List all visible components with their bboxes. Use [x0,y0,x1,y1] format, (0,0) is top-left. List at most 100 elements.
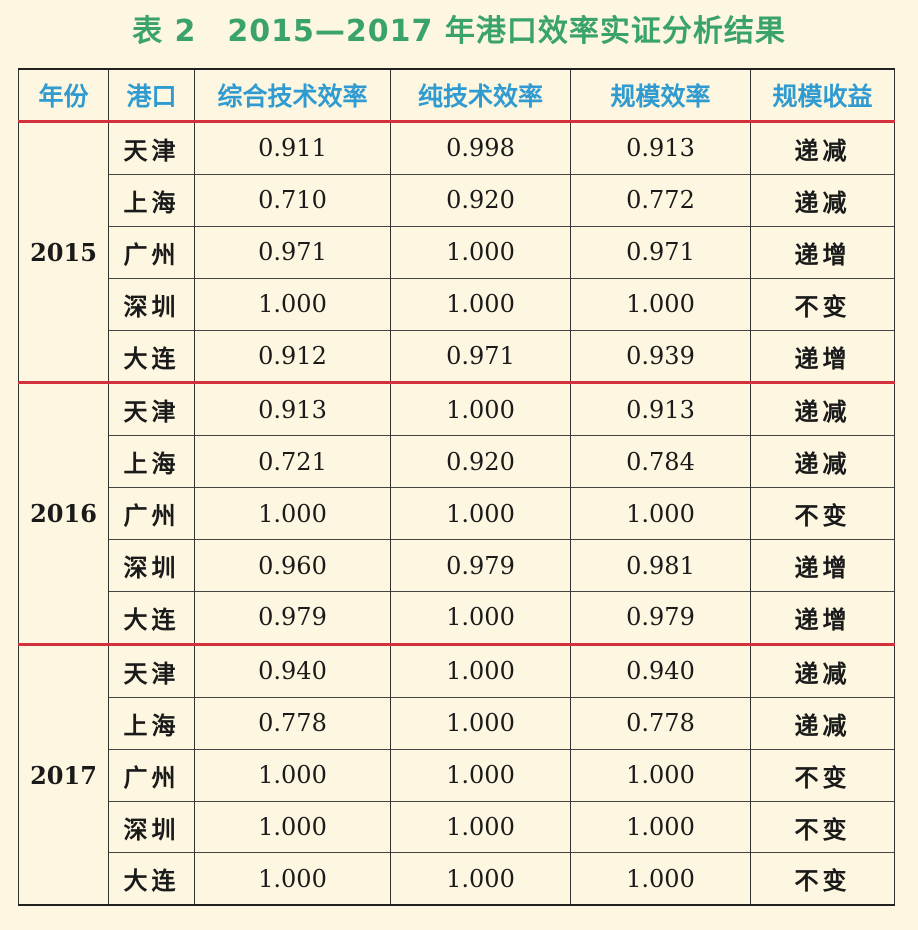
pure-technical-efficiency-cell: 0.998 [390,121,571,175]
technical-efficiency-cell: 0.913 [194,381,391,436]
port-cell: 上海 [108,173,195,227]
returns-to-scale-cell: 递减 [750,696,895,750]
header-port: 港口 [108,68,195,123]
efficiency-table: 年份 港口 综合技术效率 纯技术效率 规模效率 规模收益 2015 天津 0.911… [18,68,895,907]
port-cell: 上海 [108,696,195,750]
technical-efficiency-cell: 0.912 [194,329,391,383]
returns-to-scale-cell: 递减 [750,642,895,698]
returns-to-scale-cell: 递增 [750,539,895,592]
returns-to-scale-cell: 递减 [750,173,895,227]
port-cell: 天津 [108,381,195,436]
technical-efficiency-cell: 1.000 [194,800,391,853]
returns-to-scale-cell: 不变 [750,748,895,802]
pure-technical-efficiency-cell: 0.920 [390,435,571,488]
returns-to-scale-cell: 递减 [750,381,895,436]
technical-efficiency-cell: 0.960 [194,539,391,592]
table-row: 大连 0.979 1.000 0.979 递增 [19,591,895,645]
year-cell: 2015 [18,121,109,383]
table-body: 2015 天津 0.911 0.998 0.913 递减 上海 0.710 0.920 0.772… [18,121,895,906]
port-cell: 深圳 [108,277,195,331]
table-row: 2017 天津 0.940 1.000 0.940 递减 [18,642,895,906]
port-cell: 广州 [108,225,195,279]
table-title: 表 2 2015—2017 年港口效率实证分析结果 [132,14,786,49]
scale-efficiency-cell: 0.940 [570,642,751,698]
port-cell: 深圳 [108,539,195,592]
returns-to-scale-cell: 递增 [750,329,895,383]
header-pure-technical-efficiency: 纯技术效率 [390,68,571,123]
technical-efficiency-cell: 0.710 [194,173,391,227]
year-cell: 2016 [18,381,109,645]
technical-efficiency-cell: 0.940 [194,642,391,698]
pure-technical-efficiency-cell: 1.000 [390,748,571,802]
returns-to-scale-cell: 递减 [750,121,895,175]
pure-technical-efficiency-cell: 1.000 [390,696,571,750]
port-cell: 大连 [108,852,195,906]
year-cell: 2017 [18,642,109,906]
pure-technical-efficiency-cell: 1.000 [390,277,571,331]
technical-efficiency-cell: 1.000 [194,748,391,802]
pure-technical-efficiency-cell: 0.920 [390,173,571,227]
port-cell: 天津 [108,642,195,698]
technical-efficiency-cell: 0.721 [194,435,391,488]
technical-efficiency-cell: 0.979 [194,591,391,645]
technical-efficiency-cell: 1.000 [194,277,391,331]
pure-technical-efficiency-cell: 1.000 [390,642,571,698]
pure-technical-efficiency-cell: 1.000 [390,800,571,853]
returns-to-scale-cell: 不变 [750,277,895,331]
scale-efficiency-cell: 0.981 [570,539,751,592]
header-returns-to-scale: 规模收益 [750,68,895,123]
scale-efficiency-cell: 0.913 [570,121,751,175]
returns-to-scale-cell: 不变 [750,800,895,853]
pure-technical-efficiency-cell: 1.000 [390,487,571,540]
table-row: 广州 0.971 1.000 0.971 递增 [19,225,895,279]
technical-efficiency-cell: 1.000 [194,487,391,540]
port-cell: 天津 [108,121,195,175]
table-row: 深圳 0.960 0.979 0.981 递增 [19,539,895,592]
returns-to-scale-cell: 不变 [750,487,895,540]
returns-to-scale-cell: 递增 [750,225,895,279]
scale-efficiency-cell: 0.784 [570,435,751,488]
port-cell: 广州 [108,487,195,540]
returns-to-scale-cell: 递增 [750,591,895,645]
pure-technical-efficiency-cell: 1.000 [390,591,571,645]
port-cell: 大连 [108,591,195,645]
table-row: 2016 天津 0.913 1.000 0.913 递减 [18,381,895,645]
technical-efficiency-cell: 0.778 [194,696,391,750]
port-cell: 广州 [108,748,195,802]
header-row: 年份 港口 综合技术效率 纯技术效率 规模效率 规模收益 [18,68,895,123]
scale-efficiency-cell: 1.000 [570,277,751,331]
table-row: 上海 0.778 1.000 0.778 递减 [19,696,895,750]
table-row: 2015 天津 0.911 0.998 0.913 递减 [18,121,895,383]
scale-efficiency-cell: 1.000 [570,800,751,853]
header-scale-efficiency: 规模效率 [570,68,751,123]
scale-efficiency-cell: 0.979 [570,591,751,645]
pure-technical-efficiency-cell: 0.979 [390,539,571,592]
technical-efficiency-cell: 0.971 [194,225,391,279]
pure-technical-efficiency-cell: 1.000 [390,852,571,906]
table-row: 深圳 1.000 1.000 1.000 不变 [19,277,895,331]
table-row: 上海 0.721 0.920 0.784 递减 [19,435,895,488]
table-row: 广州 1.000 1.000 1.000 不变 [19,487,895,540]
table-row: 大连 1.000 1.000 1.000 不变 [19,852,895,906]
returns-to-scale-cell: 递减 [750,435,895,488]
technical-efficiency-cell: 0.911 [194,121,391,175]
technical-efficiency-cell: 1.000 [194,852,391,906]
scale-efficiency-cell: 0.772 [570,173,751,227]
pure-technical-efficiency-cell: 0.971 [390,329,571,383]
scale-efficiency-cell: 0.971 [570,225,751,279]
table-row: 深圳 1.000 1.000 1.000 不变 [19,800,895,853]
scale-efficiency-cell: 1.000 [570,852,751,906]
pure-technical-efficiency-cell: 1.000 [390,381,571,436]
scale-efficiency-cell: 0.939 [570,329,751,383]
port-cell: 上海 [108,435,195,488]
table-row: 广州 1.000 1.000 1.000 不变 [19,748,895,802]
pure-technical-efficiency-cell: 1.000 [390,225,571,279]
table-row: 大连 0.912 0.971 0.939 递增 [19,329,895,383]
scale-efficiency-cell: 1.000 [570,487,751,540]
header-technical-efficiency: 综合技术效率 [194,68,391,123]
scale-efficiency-cell: 0.913 [570,381,751,436]
scale-efficiency-cell: 0.778 [570,696,751,750]
header-year: 年份 [18,68,109,123]
port-cell: 深圳 [108,800,195,853]
table-row: 上海 0.710 0.920 0.772 递减 [19,173,895,227]
